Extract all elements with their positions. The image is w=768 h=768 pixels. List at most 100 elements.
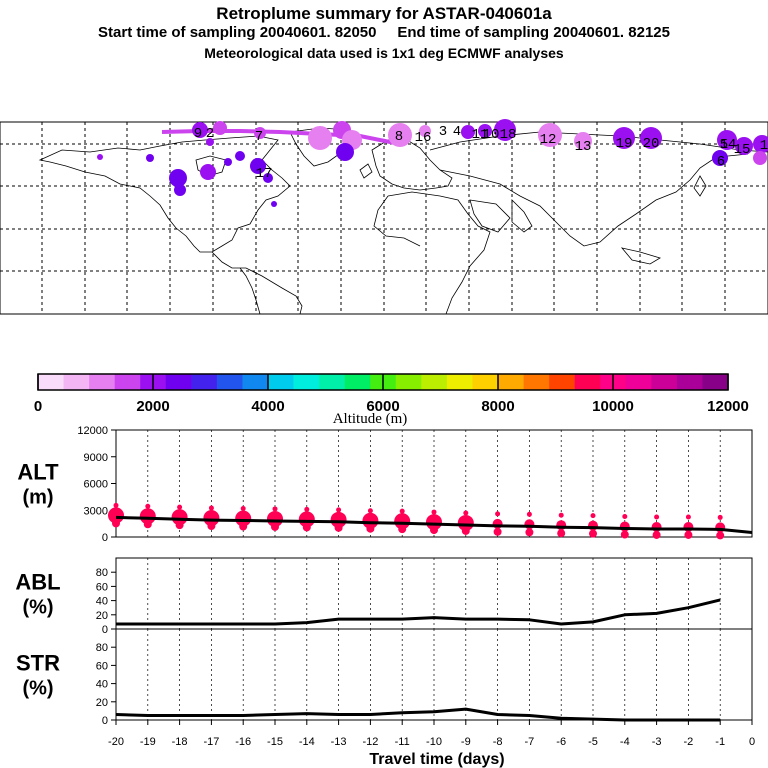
altitude-marker <box>461 526 470 535</box>
plume-cluster <box>250 158 266 174</box>
altitude-marker <box>394 513 411 530</box>
altitude-marker <box>272 506 278 512</box>
plume-cluster <box>146 154 154 162</box>
x-tick-label: -7 <box>525 736 535 748</box>
altitude-marker <box>267 510 283 527</box>
plume-cluster <box>388 123 412 147</box>
x-tick-label: -16 <box>235 736 251 748</box>
y-tick-label: 40 <box>96 679 108 691</box>
colorbar-cell <box>319 374 345 390</box>
y-tick-label: 60 <box>96 581 108 593</box>
series-line-alt <box>115 515 753 534</box>
plume-cluster <box>263 173 273 183</box>
x-tick-label: -4 <box>620 736 630 748</box>
altitude-marker <box>145 503 151 509</box>
plume-cluster <box>494 119 516 141</box>
x-tick-label: -17 <box>203 736 219 748</box>
altitude-marker <box>558 512 564 518</box>
figure-title: Retroplume summary for ASTAR-040601a <box>216 4 552 23</box>
panel-unit: (m) <box>22 487 53 509</box>
day-label: 2 <box>206 126 214 142</box>
altitude-marker <box>171 509 188 526</box>
day-label: 1 <box>760 138 768 154</box>
x-tick-label: -13 <box>331 736 347 748</box>
altitude-marker <box>622 514 628 520</box>
altitude-marker <box>367 508 373 514</box>
altitude-marker <box>716 531 725 540</box>
x-tick-label: -1 <box>715 736 725 748</box>
day-label: 10 <box>483 127 500 143</box>
y-tick-label: 12000 <box>77 425 108 437</box>
time-series-panels: 120009000600030000ALT(m)806040200ABL(%)8… <box>15 425 755 768</box>
y-tick-label: 20 <box>96 697 108 709</box>
altitude-marker <box>457 514 474 531</box>
meteo-data-label: Meteorological data used is 1x1 deg ECMW… <box>204 45 564 61</box>
altitude-marker <box>525 528 534 537</box>
day-label: 12 <box>540 132 557 148</box>
x-tick-label: -14 <box>299 736 315 748</box>
colorbar-cell <box>395 374 422 390</box>
colorbar-cell <box>651 374 678 390</box>
altitude-marker <box>654 514 660 520</box>
colorbar-tick-label: 2000 <box>136 398 169 415</box>
plume-cluster <box>213 121 227 135</box>
panel-unit: (%) <box>22 678 53 700</box>
altitude-marker <box>304 506 310 512</box>
plume-cluster <box>538 123 562 147</box>
altitude-marker <box>589 529 597 538</box>
colorbar-cell <box>191 374 218 390</box>
y-tick-label: 0 <box>102 532 108 544</box>
altitude-marker <box>271 522 279 531</box>
altitude-marker <box>302 523 311 532</box>
plume-cluster <box>235 151 245 161</box>
day-label: 13 <box>575 139 592 155</box>
plume-cluster <box>271 201 277 207</box>
altitude-marker <box>175 521 184 530</box>
x-tick-label: -18 <box>172 736 188 748</box>
plume-cluster <box>461 125 475 139</box>
colorbar-cell <box>625 374 652 390</box>
colorbar-tick-label: 4000 <box>251 398 284 415</box>
x-tick-label: -10 <box>426 736 442 748</box>
colorbar-cell <box>549 374 575 390</box>
altitude-marker <box>112 519 120 528</box>
plume-clusters <box>97 119 768 207</box>
altitude-marker <box>239 522 248 531</box>
day-label: 15 <box>734 142 751 158</box>
y-tick-label: 80 <box>96 567 108 579</box>
plume-cluster <box>613 127 635 149</box>
colorbar-cell <box>446 374 473 390</box>
altitude-marker <box>177 504 183 510</box>
altitude-marker <box>717 514 723 520</box>
panel-label: ALT <box>17 460 59 485</box>
panel-alt: 12000 9000 6000 3000 0 ALT(m) <box>17 425 753 544</box>
day-label: 9 <box>194 126 202 142</box>
y-tick-label: 9000 <box>84 452 108 464</box>
altitude-marker <box>426 514 442 531</box>
day-label: 17 <box>256 166 273 182</box>
colorbar-tick-label: 10000 <box>592 398 634 415</box>
altitude-marker <box>685 514 691 520</box>
colorbar-cell <box>472 374 499 390</box>
altitude-marker <box>240 506 246 512</box>
altitude-marker <box>430 526 438 535</box>
colorbar-cell <box>344 374 371 390</box>
y-tick-label: 0 <box>102 715 108 727</box>
altitude-marker <box>399 508 405 514</box>
panel-label: STR <box>16 651 60 676</box>
plume-cluster <box>419 125 431 137</box>
altitude-marker <box>336 507 342 513</box>
day-label: 8 <box>395 129 403 145</box>
altitude-marker <box>557 529 566 538</box>
plume-cluster <box>717 130 737 150</box>
colorbar-cell <box>242 374 269 390</box>
colorbar-cell <box>702 374 729 390</box>
x-tick-label: -19 <box>140 736 156 748</box>
altitude-marker <box>493 527 502 536</box>
panel-label: ABL <box>15 570 60 595</box>
altitude-marker <box>143 520 152 529</box>
altitude-marker <box>463 510 469 516</box>
